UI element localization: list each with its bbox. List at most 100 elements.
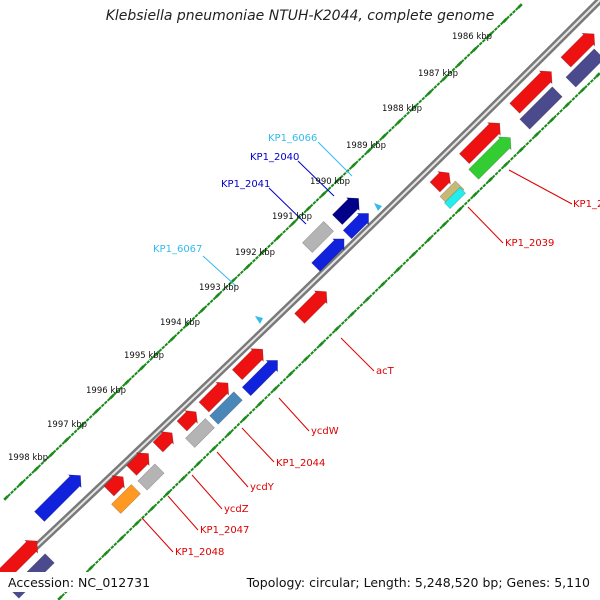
tick-mark	[188, 319, 193, 324]
gene-forward[interactable]	[176, 410, 198, 432]
tick-mark	[233, 276, 238, 280]
tick-mark	[255, 255, 259, 260]
tick-mark	[162, 494, 167, 499]
gene-label[interactable]: KP1_2048	[175, 547, 224, 558]
tick-mark	[320, 191, 327, 197]
tick-mark	[208, 449, 213, 454]
tick-mark	[439, 79, 444, 84]
gene-label[interactable]: acT	[376, 366, 395, 377]
gene-label[interactable]: KP1_2039	[505, 238, 554, 249]
tick-mark	[502, 17, 508, 24]
tick-mark	[279, 380, 284, 385]
gene-label[interactable]: ycdW	[311, 426, 339, 437]
gene-grey[interactable]	[185, 418, 215, 448]
gene-label[interactable]: KP1_6067	[153, 244, 202, 255]
tick-mark	[354, 160, 359, 165]
tick-mark	[325, 336, 330, 340]
gene-label[interactable]: KP1_2040	[250, 152, 299, 163]
gene-label[interactable]: ycdY	[250, 482, 275, 493]
gene-forward[interactable]	[560, 32, 596, 68]
leader-line	[216, 451, 249, 488]
gene-forward[interactable]	[126, 452, 150, 476]
tick-mark	[37, 464, 42, 469]
gene-forward[interactable]	[458, 122, 501, 165]
gene-forward[interactable]	[0, 539, 39, 581]
gene-reverse[interactable]	[311, 238, 345, 272]
gene-cyan[interactable]	[443, 186, 467, 210]
gene-forward[interactable]	[152, 431, 174, 453]
tick-mark	[433, 231, 437, 236]
gene-label[interactable]: KP1_6066	[268, 133, 317, 144]
tick-mark	[430, 88, 435, 92]
topology-summary: Topology: circular; Length: 5,248,520 bp…	[246, 575, 590, 590]
tick-mark	[497, 168, 502, 173]
gene-slate[interactable]	[565, 48, 600, 88]
tick-mark	[158, 348, 163, 353]
gene-reverse[interactable]	[34, 474, 82, 522]
tick-mark	[242, 267, 247, 272]
gene-label[interactable]: KP1_2044	[276, 458, 325, 469]
gene-grey[interactable]	[301, 220, 335, 254]
gene-orange[interactable]	[111, 484, 141, 514]
tick-mark	[531, 135, 536, 140]
gene-features[interactable]	[0, 32, 600, 599]
gene-forward[interactable]	[509, 70, 553, 114]
gene-steel[interactable]	[209, 391, 243, 425]
tick-mark	[307, 354, 311, 358]
tick-mark	[466, 198, 471, 203]
tick-mark	[385, 131, 389, 136]
gene-labels[interactable]: KP1_6066 KP1_2040 KP1_2041 KP1_6067 KP1_2038…	[153, 133, 600, 558]
gene-label[interactable]: KP1_2038	[573, 199, 600, 210]
gene-green[interactable]	[468, 136, 512, 180]
tick-mark	[478, 41, 483, 46]
tick-mark	[583, 85, 588, 89]
gene-label[interactable]: ycdZ	[224, 504, 249, 515]
tick-mark	[482, 183, 487, 188]
gene-dark[interactable]	[331, 197, 360, 226]
gene-forward[interactable]	[429, 171, 451, 193]
tick-mark	[310, 351, 314, 355]
tick-mark	[574, 94, 579, 98]
leader-line	[467, 206, 504, 244]
tick-mark	[134, 520, 140, 527]
tick-mark	[251, 407, 256, 412]
tick-mark	[543, 123, 548, 128]
gene-label[interactable]: KP1_2041	[221, 179, 270, 190]
tick-mark	[300, 359, 305, 364]
tick-mark	[496, 24, 501, 29]
tick-mark	[510, 156, 514, 161]
tick-mark	[568, 99, 573, 104]
tick-mark	[267, 392, 271, 397]
scale-label: 1995 kbp	[124, 351, 164, 361]
tick-mark	[331, 330, 336, 334]
gene-forward[interactable]	[103, 475, 125, 497]
tick-mark	[93, 408, 100, 414]
tick-mark	[322, 339, 327, 343]
gene-reverse[interactable]	[241, 360, 278, 397]
gene-slate[interactable]	[519, 86, 563, 130]
inner-tick-track	[57, 72, 600, 600]
tick-mark	[159, 497, 164, 502]
scale-label: 1987 kbp	[418, 69, 458, 79]
tick-mark	[333, 180, 338, 185]
tick-mark	[82, 420, 87, 425]
gene-reverse[interactable]	[342, 213, 369, 240]
tick-mark	[203, 305, 208, 309]
gene-label[interactable]: KP1_2047	[200, 525, 249, 536]
scale-labels: 1986 kbp 1987 kbp 1988 kbp 1989 kbp 1990 kbp…	[8, 32, 492, 463]
tick-mark	[347, 315, 351, 319]
gene-forward[interactable]	[198, 381, 230, 413]
tick-mark	[217, 440, 222, 445]
tick-mark	[388, 128, 392, 133]
gene-grey[interactable]	[137, 463, 165, 491]
tick-mark	[485, 180, 490, 185]
tick-mark	[100, 403, 105, 408]
tick-mark	[433, 85, 438, 89]
gene-forward[interactable]	[294, 290, 328, 324]
tick-mark	[245, 263, 251, 270]
tick-mark	[515, 6, 519, 11]
tick-mark	[549, 117, 555, 123]
gene-forward[interactable]	[231, 348, 264, 381]
